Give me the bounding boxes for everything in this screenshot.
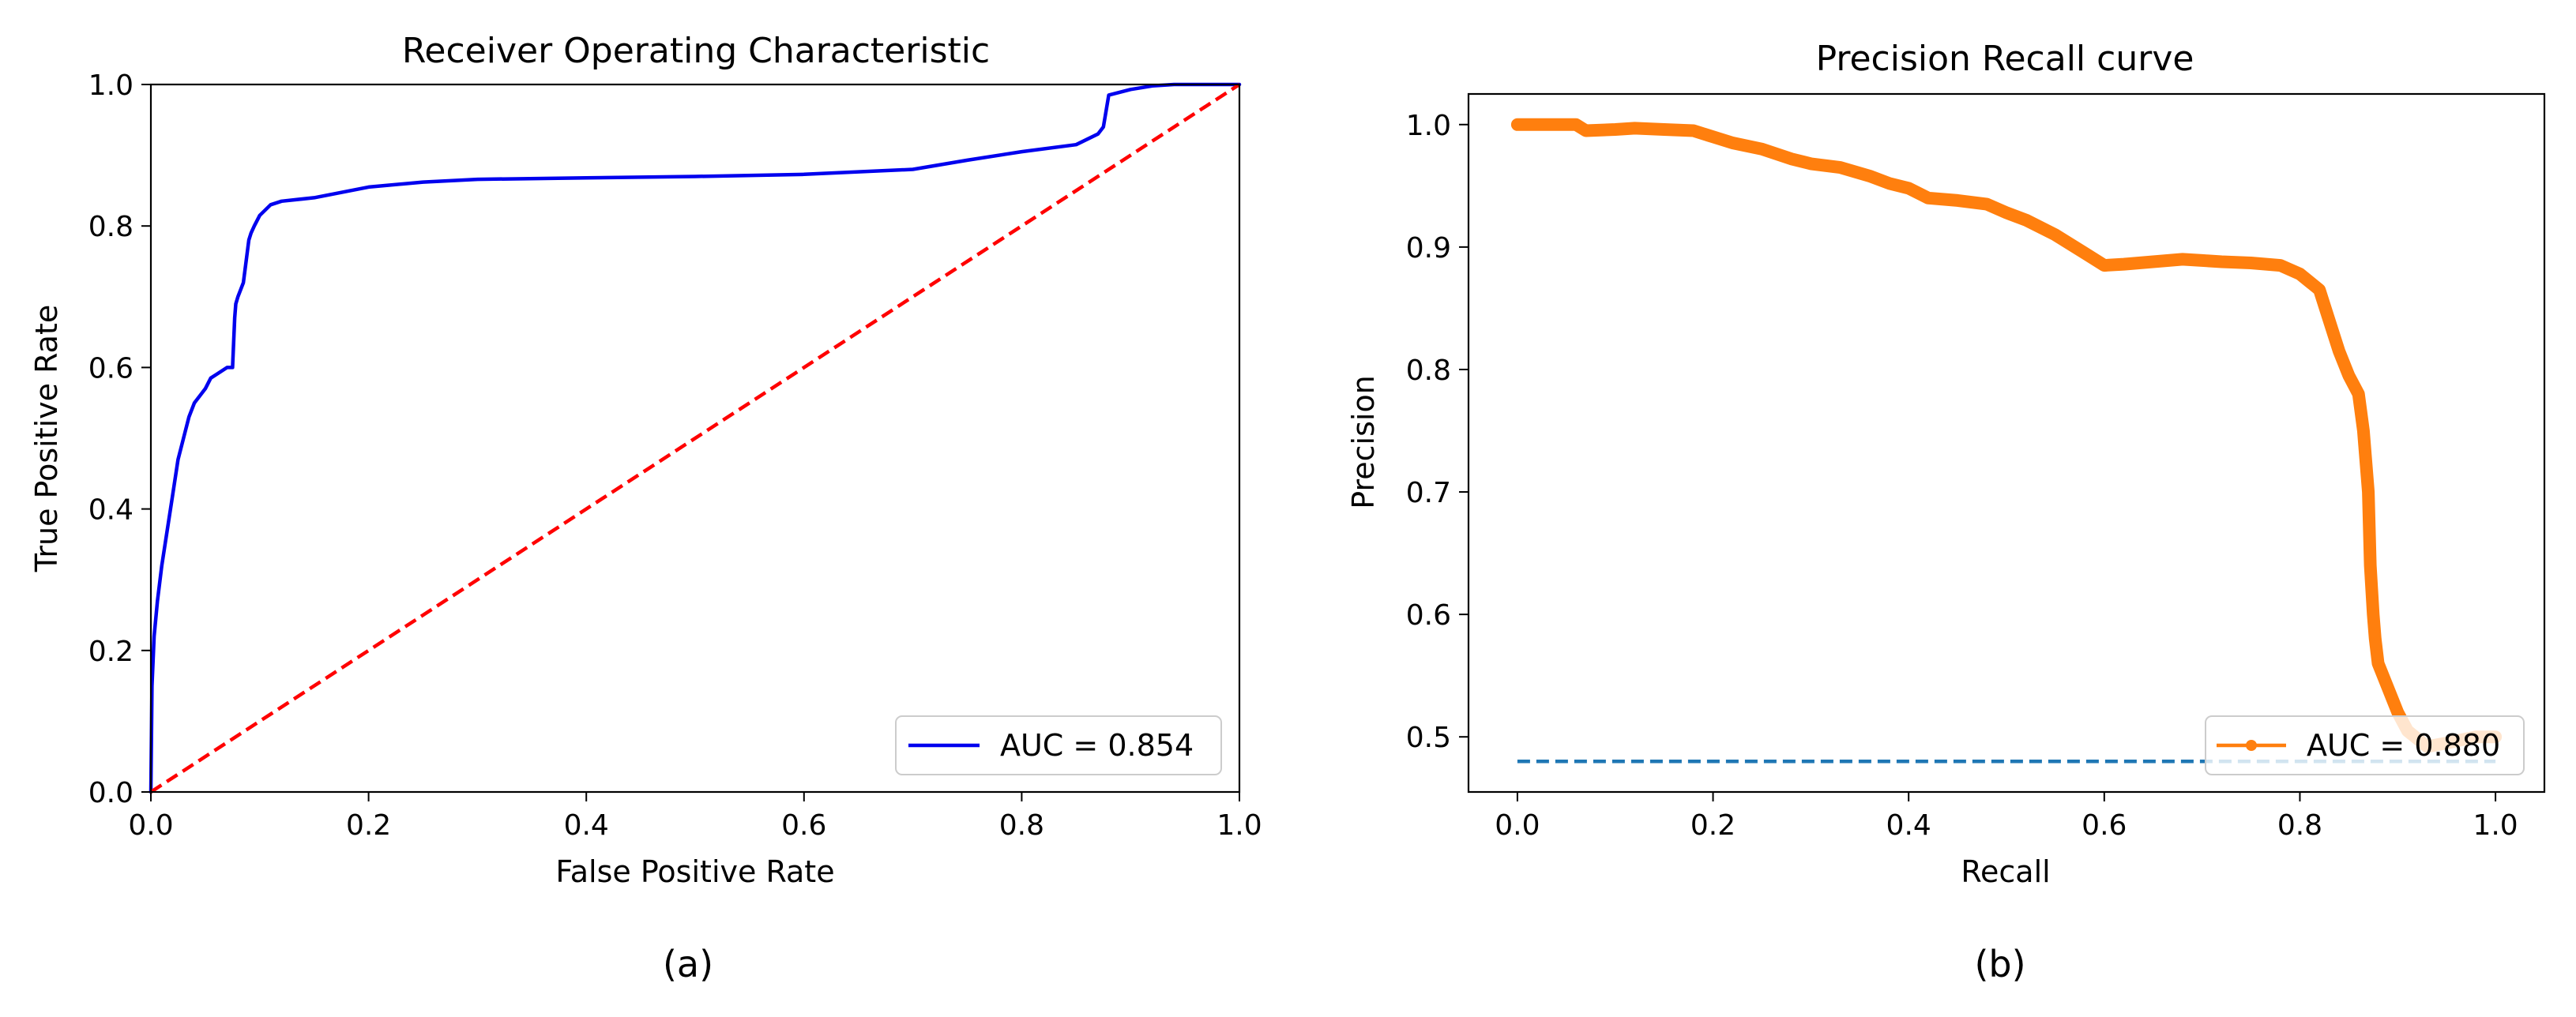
pr-axes-frame	[1467, 92, 2546, 794]
roc-x-tick-label: 0.4	[564, 809, 609, 842]
pr-x-tick-label: 0.4	[1886, 809, 1931, 842]
roc-chart: Receiver Operating Characteristic 0.0 0.2…	[29, 31, 1262, 985]
pr-title: Precision Recall curve	[1816, 39, 2194, 79]
pr-x-axis-label: Recall	[1961, 854, 2050, 889]
pr-chart: Precision Recall curve 0.0 0.2 0.4 0.6 0.8 1.…	[1346, 39, 2546, 985]
roc-title: Receiver Operating Characteristic	[402, 31, 990, 71]
roc-x-axis-ticks: 0.0 0.2 0.4 0.6 0.8 1.0	[128, 792, 1262, 842]
pr-y-tick-label: 0.5	[1406, 722, 1451, 754]
pr-y-tick-label: 0.6	[1406, 599, 1451, 632]
roc-x-tick-label: 0.8	[999, 809, 1044, 842]
pr-plot-area	[1467, 92, 2546, 794]
pr-series-group	[1510, 118, 2503, 764]
roc-y-tick-label: 0.6	[88, 352, 134, 385]
pr-x-tick-label: 0.2	[1690, 809, 1736, 842]
roc-y-tick-label: 0.2	[88, 636, 134, 668]
pr-x-tick-label: 0.6	[2081, 809, 2127, 842]
pr-legend-box	[2205, 715, 2525, 775]
roc-legend-label: AUC = 0.854	[1000, 728, 1194, 763]
pr-y-tick-label: 0.8	[1406, 355, 1451, 387]
roc-y-tick-label: 1.0	[88, 69, 134, 102]
pr-x-tick-label: 0.0	[1495, 809, 1540, 842]
roc-y-tick-label: 0.8	[88, 211, 134, 243]
pr-x-tick-label: 0.8	[2277, 809, 2322, 842]
pr-legend-label: AUC = 0.880	[2307, 728, 2500, 763]
roc-y-tick-label: 0.4	[88, 494, 134, 527]
pr-series-line-1	[1510, 118, 2503, 753]
roc-series-line-0	[149, 82, 1242, 794]
pr-x-tick-label: 1.0	[2473, 809, 2518, 842]
roc-x-tick-label: 0.2	[346, 809, 391, 842]
roc-series-group	[149, 82, 1242, 794]
roc-legend: AUC = 0.854	[895, 715, 1222, 775]
roc-x-tick-label: 1.0	[1217, 809, 1262, 842]
pr-legend: AUC = 0.880	[2205, 715, 2525, 775]
roc-series-line-1	[149, 83, 1241, 794]
roc-x-tick-label: 0.6	[781, 809, 826, 842]
caption-b: (b)	[1974, 943, 2025, 985]
roc-y-axis-ticks: 0.0 0.2 0.4 0.6 0.8 1.0	[88, 69, 151, 809]
roc-x-axis-label: False Positive Rate	[555, 854, 834, 889]
roc-legend-box	[895, 715, 1222, 775]
pr-legend-marker	[2246, 740, 2257, 751]
caption-a: (a)	[663, 943, 713, 985]
pr-y-tick-label: 0.7	[1406, 477, 1451, 509]
pr-y-tick-label: 0.9	[1406, 232, 1451, 265]
pr-x-axis-ticks: 0.0 0.2 0.4 0.6 0.8 1.0	[1495, 792, 2518, 842]
roc-y-axis-label: True Positive Rate	[29, 305, 64, 573]
roc-axes-frame	[149, 83, 1241, 794]
roc-x-tick-label: 0.0	[128, 809, 173, 842]
pr-y-axis-label: Precision	[1346, 375, 1381, 509]
roc-plot-area	[149, 82, 1242, 794]
roc-y-tick-label: 0.0	[88, 777, 134, 809]
pr-y-tick-label: 1.0	[1406, 110, 1451, 142]
pr-y-axis-ticks: 0.5 0.6 0.7 0.8 0.9 1.0	[1406, 110, 1469, 754]
